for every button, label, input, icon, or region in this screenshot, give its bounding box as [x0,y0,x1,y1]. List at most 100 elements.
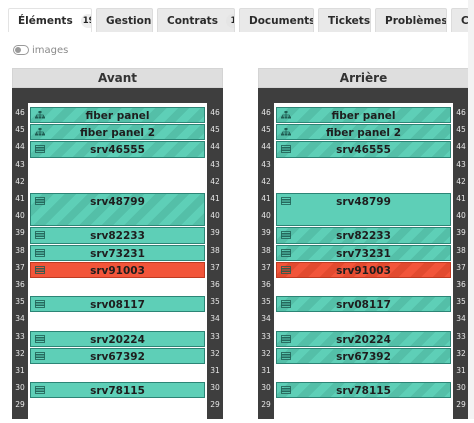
device-name: srv91003 [336,264,391,277]
page-scrollbar[interactable] [468,0,474,419]
unit-number: 44 [210,142,220,152]
server-icon [35,351,45,360]
device-name: srv48799 [336,196,391,208]
unit-number: 34 [261,314,271,324]
rack-device[interactable]: srv20224 [276,330,451,347]
rack-device[interactable]: srv20224 [30,330,205,347]
unit-number: 39 [456,228,466,238]
server-icon [281,300,291,309]
rack-title-text: Avant [97,71,138,85]
rack-device[interactable]: srv91003 [276,261,451,278]
unit-number: 35 [210,297,220,307]
tab-label: Problèmes [385,14,447,27]
toggle-switch-icon[interactable] [13,45,29,55]
server-icon [35,386,45,395]
tab-gestion[interactable]: Gestion [96,8,153,32]
unit-number: 44 [456,142,466,152]
rack-device[interactable]: srv91003 [30,261,205,278]
device-name: srv08117 [336,299,391,312]
network-icon [281,128,291,136]
tab-documents[interactable]: Documents [239,8,314,32]
tab-problemes[interactable]: Problèmes [375,8,447,32]
tab-label: Éléments [18,14,73,27]
server-icon [35,197,45,205]
unit-number: 46 [15,108,25,117]
images-toggle[interactable]: images [13,44,68,56]
unit-number: 40 [261,211,271,221]
unit-number: 29 [210,400,220,410]
network-icon [35,111,45,119]
unit-number: 42 [210,176,220,186]
tab-contrats[interactable]: Contrats 1 [157,8,235,32]
device-name: srv46555 [336,144,391,157]
unit-number: 33 [15,331,25,341]
rack-device[interactable]: srv08117 [276,296,451,313]
unit-number: 30 [261,383,271,393]
unit-number: 32 [456,348,466,358]
rack-device[interactable]: srv08117 [30,296,205,313]
unit-number: 43 [15,159,25,169]
device-name: fiber panel 2 [79,127,155,140]
unit-number: 32 [261,348,271,358]
unit-number: 37 [15,262,25,272]
unit-number: 42 [261,176,271,186]
device-name: srv78115 [90,385,145,398]
unit-number: 36 [261,280,271,289]
unit-number: 41 [210,194,220,203]
server-icon [35,145,45,154]
unit-number: 29 [261,400,271,410]
device-name: srv78115 [336,385,391,398]
rack-device[interactable]: srv46555 [30,141,205,158]
rack-device[interactable]: srv73231 [30,244,205,261]
unit-number: 45 [456,125,466,135]
server-icon [35,334,45,343]
unit-number: 45 [210,125,220,135]
tab-count-badge: 19 [80,13,91,28]
rack-device[interactable]: srv48799 [276,193,451,227]
device-name: srv67392 [90,350,145,363]
unit-number: 40 [15,211,25,221]
rack-device[interactable]: fiber panel 2 [30,124,205,141]
rack-device[interactable]: srv67392 [30,347,205,364]
device-name: fiber panel [331,110,396,122]
unit-number: 32 [210,348,220,358]
device-name: fiber panel 2 [325,127,401,140]
unit-number: 36 [456,280,466,289]
rack-device[interactable]: srv78115 [276,382,451,399]
unit-number: 33 [210,331,220,341]
unit-number: 31 [261,366,271,375]
device-name: srv46555 [90,144,145,157]
unit-number: 33 [456,331,466,341]
unit-number: 40 [210,211,220,221]
unit-number: 40 [456,211,466,221]
rack-device[interactable]: fiber panel [276,107,451,124]
rack-device[interactable]: fiber panel [30,107,205,124]
unit-number: 39 [261,228,271,238]
unit-number: 32 [15,348,25,358]
device-name: srv67392 [336,350,391,363]
rack-device[interactable]: srv78115 [30,382,205,399]
unit-number: 29 [456,400,466,410]
server-icon [281,248,291,257]
rack-device[interactable]: srv73231 [276,244,451,261]
unit-number: 41 [261,194,271,203]
device-name: srv73231 [90,247,145,260]
device-name: srv48799 [90,196,145,208]
rack-device[interactable]: srv46555 [276,141,451,158]
tab-elements[interactable]: Éléments 19 [8,8,92,32]
device-name: srv91003 [90,264,145,277]
tab-bar: Éléments 19 Gestion Contrats 1 Documents… [0,0,474,36]
rack-device[interactable]: srv82233 [30,227,205,244]
unit-number: 36 [210,280,220,289]
rack-device[interactable]: srv67392 [276,347,451,364]
unit-number: 39 [15,228,25,238]
rack-device[interactable]: srv82233 [276,227,451,244]
unit-number: 31 [456,366,466,375]
tab-tickets[interactable]: Tickets [318,8,371,32]
rack-device[interactable]: srv48799 [30,193,205,227]
server-icon [281,197,291,205]
unit-number: 46 [261,108,271,117]
network-icon [281,111,291,119]
rack-device[interactable]: fiber panel 2 [276,124,451,141]
device-name: srv20224 [90,333,145,346]
